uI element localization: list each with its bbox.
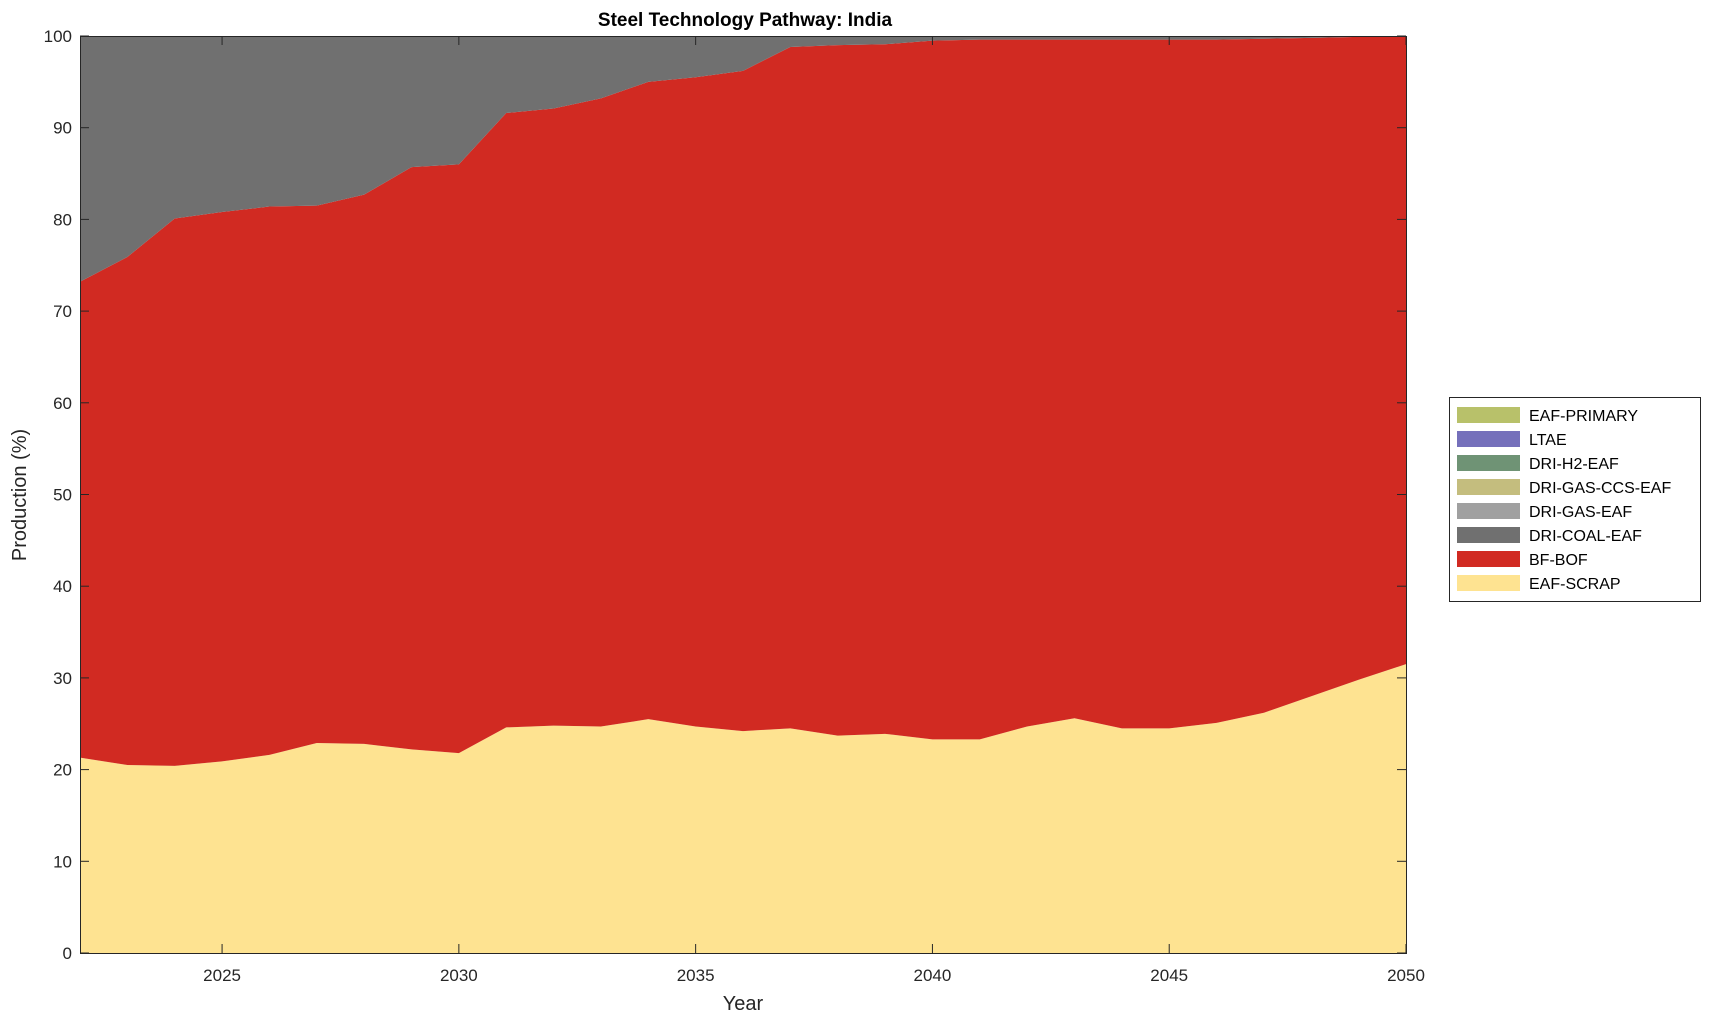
area-eaf-scrap xyxy=(80,664,1406,953)
x-tick-label: 2040 xyxy=(914,966,952,985)
legend-label-bf-bof: BF-BOF xyxy=(1529,552,1588,569)
x-axis-label: Year xyxy=(723,993,764,1015)
area-layers xyxy=(80,36,1406,953)
area-dri-coal-eaf xyxy=(80,36,1406,282)
y-tick-label: 100 xyxy=(44,27,72,46)
x-tick-label: 2025 xyxy=(203,966,241,985)
legend-swatch-dri-gas-eaf xyxy=(1457,503,1520,519)
legend-swatch-dri-coal-eaf xyxy=(1457,527,1520,543)
y-tick-label: 80 xyxy=(53,210,72,229)
legend-label-dri-coal-eaf: DRI-COAL-EAF xyxy=(1529,528,1642,545)
y-axis-label: Production (%) xyxy=(9,429,31,561)
legend-swatch-dri-h2-eaf xyxy=(1457,455,1520,471)
legend-box xyxy=(1449,397,1701,602)
x-tick-label: 2045 xyxy=(1150,966,1188,985)
y-tick-label: 30 xyxy=(53,669,72,688)
y-tick-label: 20 xyxy=(53,761,72,780)
x-tick-label: 2050 xyxy=(1387,966,1425,985)
x-tick-label: 2035 xyxy=(677,966,715,985)
y-tick-label: 40 xyxy=(53,577,72,596)
legend-swatch-bf-bof xyxy=(1457,551,1520,567)
legend-label-eaf-primary: EAF-PRIMARY xyxy=(1529,408,1638,425)
y-tick-label: 10 xyxy=(53,852,72,871)
legend-swatch-eaf-primary xyxy=(1457,407,1520,423)
legend-swatch-ltae xyxy=(1457,431,1520,447)
y-tick-label: 90 xyxy=(53,119,72,138)
area-bf-bof xyxy=(80,36,1406,766)
y-tick-label: 70 xyxy=(53,302,72,321)
legend: EAF-PRIMARY LTAE DRI-H2-EAF DRI-GAS-CCS-EAF… xyxy=(1449,397,1701,602)
y-tick-label: 60 xyxy=(53,394,72,413)
y-tick-label: 50 xyxy=(53,486,72,505)
chart-title: Steel Technology Pathway: India xyxy=(598,10,893,31)
legend-label-ltae: LTAE xyxy=(1529,432,1567,449)
x-tick-label: 2030 xyxy=(440,966,478,985)
legend-label-dri-gas-eaf: DRI-GAS-EAF xyxy=(1529,504,1632,521)
legend-swatch-dri-gas-ccs-eaf xyxy=(1457,479,1520,495)
y-tick-label: 0 xyxy=(63,944,72,963)
legend-swatch-eaf-scrap xyxy=(1457,575,1520,591)
legend-label-dri-gas-ccs-eaf: DRI-GAS-CCS-EAF xyxy=(1529,480,1671,497)
plot-frame xyxy=(80,36,1407,954)
legend-label-dri-h2-eaf: DRI-H2-EAF xyxy=(1529,456,1619,473)
legend-label-eaf-scrap: EAF-SCRAP xyxy=(1529,576,1621,593)
y-axis: 0 10 20 30 40 50 60 70 80 90 100 xyxy=(44,27,1406,963)
